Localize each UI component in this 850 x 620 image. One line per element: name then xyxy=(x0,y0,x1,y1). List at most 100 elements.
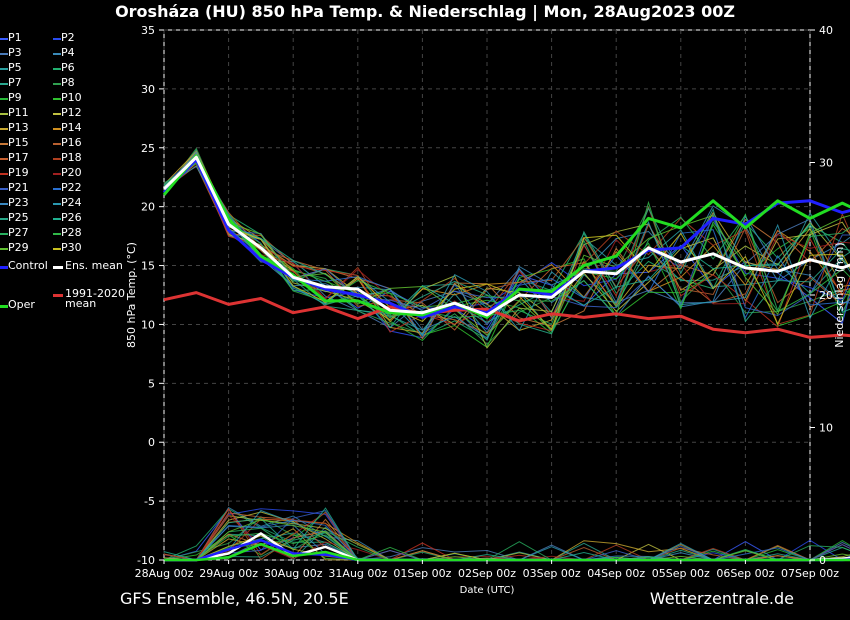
x-tick-label: 04Sep 00z xyxy=(587,567,645,580)
legend-swatch xyxy=(53,188,61,190)
footer-model-info: GFS Ensemble, 46.5N, 20.5E xyxy=(120,589,349,608)
legend-swatch xyxy=(0,158,8,160)
legend-member-label: P15 xyxy=(8,136,29,149)
legend-member-label: P28 xyxy=(61,226,82,239)
y2-tick-label: 0 xyxy=(819,554,826,567)
legend-swatch xyxy=(0,203,8,205)
legend-member-label: P17 xyxy=(8,151,29,164)
legend-swatch xyxy=(0,248,8,250)
y2-axis-label: Niederschlag (mm) xyxy=(833,242,846,347)
legend-swatch xyxy=(53,98,61,100)
legend-swatch xyxy=(53,203,61,205)
legend-member-label: P26 xyxy=(61,211,82,224)
x-tick-label: 06Sep 00z xyxy=(716,567,774,580)
legend-oper-label: Oper xyxy=(8,298,35,311)
legend-swatch xyxy=(0,38,8,40)
legend-member-label: P21 xyxy=(8,181,29,194)
legend-member-label: P12 xyxy=(61,106,82,119)
legend-control-label: Control xyxy=(8,259,48,272)
legend-member-label: P24 xyxy=(61,196,82,209)
legend-member-label: P14 xyxy=(61,121,82,134)
x-tick-label: 07Sep 00z xyxy=(781,567,839,580)
x-tick-label: 05Sep 00z xyxy=(652,567,710,580)
legend-swatch xyxy=(0,68,8,70)
legend-swatch xyxy=(0,233,8,235)
member-line xyxy=(163,157,850,329)
precip-lines xyxy=(163,506,850,562)
x-tick-label: 29Aug 00z xyxy=(199,567,258,580)
y2-tick-label: 20 xyxy=(819,289,833,302)
legend-swatch xyxy=(53,38,61,40)
legend-member-label: P18 xyxy=(61,151,82,164)
legend-swatch xyxy=(0,218,8,220)
legend: Control Ens. mean 1991-2020 mean Oper P1… xyxy=(0,32,130,322)
member-line xyxy=(163,160,850,325)
y-tick-label: 5 xyxy=(148,377,155,390)
legend-swatch xyxy=(53,113,61,115)
legend-member-label: P4 xyxy=(61,46,75,59)
legend-member-label: P1 xyxy=(8,31,22,44)
legend-member-label: P30 xyxy=(61,241,82,254)
y-tick-label: 20 xyxy=(141,201,155,214)
y-tick-label: -5 xyxy=(144,495,155,508)
member-line xyxy=(163,157,850,333)
legend-member-label: P9 xyxy=(8,91,22,104)
legend-swatch xyxy=(53,68,61,70)
y2-tick-label: 40 xyxy=(819,24,833,37)
y-tick-label: 0 xyxy=(148,436,155,449)
y-tick-label: 15 xyxy=(141,260,155,273)
member-precip-line xyxy=(164,527,850,561)
legend-swatch xyxy=(53,173,61,175)
x-tick-label: 01Sep 00z xyxy=(393,567,451,580)
legend-member-label: P8 xyxy=(61,76,75,89)
legend-swatch xyxy=(0,173,8,175)
member-line xyxy=(163,156,850,336)
legend-member-label: P2 xyxy=(61,31,75,44)
x-axis-ticks: 28Aug 00z 29Aug 00z 30Aug 00z 31Aug 00z 01Se… xyxy=(135,560,839,580)
legend-member-label: P7 xyxy=(8,76,22,89)
legend-swatch xyxy=(53,128,61,130)
y-axis-label: 850 hPa Temp. (°C) xyxy=(125,242,138,348)
legend-member-label: P5 xyxy=(8,61,22,74)
y-tick-label: 10 xyxy=(141,318,155,331)
legend-swatch xyxy=(53,83,61,85)
x-tick-label: 02Sep 00z xyxy=(458,567,516,580)
legend-member-label: P6 xyxy=(61,61,75,74)
legend-swatch xyxy=(0,53,8,55)
legend-member-label: P27 xyxy=(8,226,29,239)
legend-member-label: P11 xyxy=(8,106,29,119)
legend-member-label: P20 xyxy=(61,166,82,179)
legend-member-label: P10 xyxy=(61,91,82,104)
y2-tick-label: 10 xyxy=(819,422,833,435)
legend-clim-label1: 1991-2020 xyxy=(65,287,125,300)
legend-member-label: P29 xyxy=(8,241,29,254)
y-tick-label: 30 xyxy=(141,83,155,96)
legend-swatch xyxy=(53,158,61,160)
legend-swatch xyxy=(0,188,8,190)
legend-member-label: P23 xyxy=(8,196,29,209)
x-tick-label: 28Aug 00z xyxy=(135,567,194,580)
legend-member-label: P13 xyxy=(8,121,29,134)
legend-swatch xyxy=(53,218,61,220)
legend-clim-label2: mean xyxy=(65,297,97,310)
legend-swatch xyxy=(53,53,61,55)
chart-title: Orosháza (HU) 850 hPa Temp. & Niederschl… xyxy=(115,2,735,21)
y2-tick-label: 30 xyxy=(819,157,833,170)
series-line xyxy=(162,155,850,317)
legend-member-label: P3 xyxy=(8,46,22,59)
series-line xyxy=(163,291,850,339)
legend-swatch xyxy=(53,233,61,235)
y-axis-ticks: -10 -5 0 5 10 15 20 25 30 35 xyxy=(137,24,164,567)
legend-swatch xyxy=(53,248,61,250)
y-tick-label: 25 xyxy=(141,142,155,155)
x-tick-label: 03Sep 00z xyxy=(523,567,581,580)
x-axis-label: Date (UTC) xyxy=(460,585,515,596)
legend-swatch xyxy=(0,113,8,115)
legend-ens-mean-label: Ens. mean xyxy=(65,259,123,272)
y-tick-label: -10 xyxy=(137,554,155,567)
y2-axis-ticks: 0 10 20 30 40 xyxy=(810,24,833,567)
legend-member-label: P16 xyxy=(61,136,82,149)
legend-member-label: P25 xyxy=(8,211,29,224)
footer-site: Wetterzentrale.de xyxy=(649,589,794,608)
